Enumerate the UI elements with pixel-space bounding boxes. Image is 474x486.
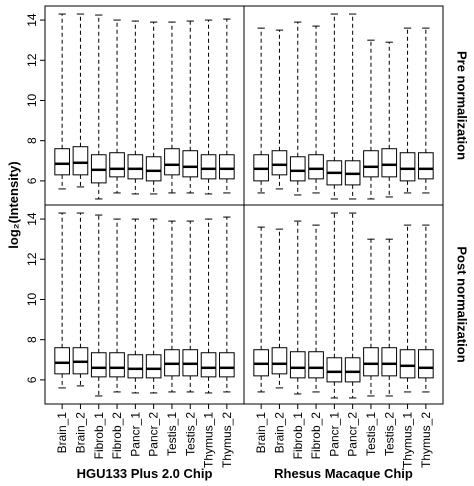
box: [399, 152, 416, 182]
x-tick-label: Brain_1: [254, 412, 268, 454]
box: [381, 148, 398, 178]
box: [289, 156, 306, 182]
x-tick-label: Fibrob_2: [110, 412, 124, 460]
x-tick-label: Pancr_2: [346, 412, 360, 457]
box: [200, 154, 217, 180]
x-tick-label: Thymus_2: [220, 412, 234, 468]
box: [109, 352, 125, 378]
box: [145, 354, 162, 379]
x-tick-label: Fibrob_2: [309, 412, 323, 460]
box: [344, 357, 361, 383]
y-axis-label: log₂(Intensity): [6, 161, 21, 248]
x-tick-label: Testis_2: [183, 412, 197, 456]
x-tick-label: Thymus_1: [202, 412, 216, 468]
y-tick-label: 12: [25, 53, 39, 67]
y-tick-label: 6: [25, 376, 39, 383]
y-tick-label: 8: [25, 336, 39, 343]
box: [127, 154, 144, 180]
box: [326, 357, 343, 383]
box: [289, 351, 306, 379]
box: [418, 349, 434, 379]
x-tick-label: Brain_2: [272, 412, 286, 454]
box: [271, 150, 288, 176]
box: [54, 347, 70, 375]
x-tick-label: Brain_2: [73, 412, 87, 454]
y-tick-label: 10: [25, 292, 39, 306]
box: [145, 156, 162, 182]
x-tick-label: Testis_1: [364, 412, 378, 456]
y-tick-label: 14: [25, 212, 39, 226]
row-label: Pre normalization: [455, 51, 470, 160]
box: [72, 146, 89, 176]
x-tick-label: Fibrob_1: [92, 412, 106, 460]
box: [219, 154, 235, 180]
box: [90, 352, 107, 378]
box: [182, 150, 199, 178]
y-tick-label: 14: [25, 13, 39, 27]
box: [363, 150, 379, 178]
x-tick-label: Pancr_1: [128, 412, 142, 457]
y-tick-label: 8: [25, 137, 39, 144]
box: [54, 148, 70, 176]
x-tick-label: Thymus_1: [401, 412, 415, 468]
x-tick-label: Brain_1: [55, 412, 69, 454]
x-tick-label: Testis_1: [165, 412, 179, 456]
box: [200, 352, 217, 378]
box: [308, 154, 324, 180]
x-axis-label: Rhesus Macaque Chip: [274, 466, 413, 481]
x-tick-label: Pancr_2: [147, 412, 161, 457]
box: [399, 349, 416, 379]
y-tick-label: 10: [25, 93, 39, 107]
box: [308, 351, 324, 379]
x-axis-label: HGU133 Plus 2.0 Chip: [77, 466, 213, 481]
x-tick-label: Testis_2: [382, 412, 396, 456]
box: [271, 347, 288, 375]
box: [127, 354, 144, 379]
box: [381, 347, 398, 377]
box: [363, 347, 379, 377]
x-tick-label: Thymus_2: [419, 412, 433, 468]
box: [219, 352, 235, 378]
y-tick-label: 12: [25, 252, 39, 266]
y-tick-label: 6: [25, 177, 39, 184]
box: [418, 152, 434, 180]
x-tick-label: Fibrob_1: [291, 412, 305, 460]
x-tick-label: Pancr_1: [327, 412, 341, 457]
panel-frame: [243, 204, 444, 405]
box: [164, 148, 180, 176]
box: [109, 152, 125, 178]
row-label: Post normalization: [455, 246, 470, 362]
